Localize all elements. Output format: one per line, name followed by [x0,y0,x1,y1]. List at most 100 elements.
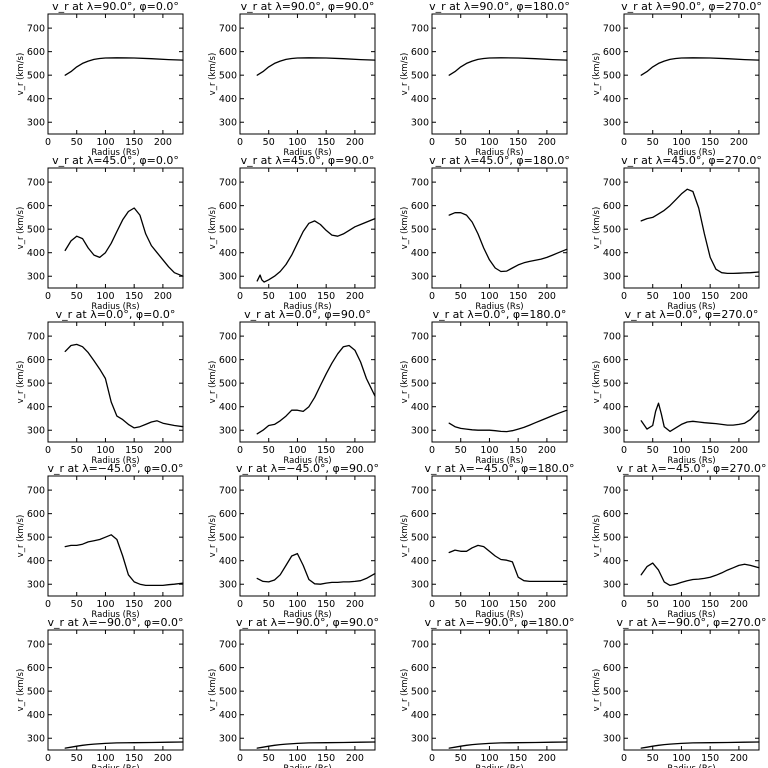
x-tick-label: 0 [429,753,435,764]
y-tick-label: 600 [603,509,621,520]
y-tick-label: 700 [411,640,429,651]
panel-grid: v_r at λ=90.0°, φ=0.0° 0 50 100 150 200 300 400… [16,0,766,768]
panel-title: v_r at λ=90.0°, φ=270.0° [621,0,762,13]
y-axis-label: v_r (km/s) [400,669,410,712]
y-tick-label: 600 [603,663,621,674]
x-tick-label: 50 [71,445,83,456]
data-series-line [256,57,376,76]
x-tick-label: 200 [538,291,556,302]
x-tick-label: 0 [621,137,627,148]
x-axis-label: Radius (Rs) [475,610,523,620]
y-tick-label: 600 [219,47,237,58]
chart-panel: v_r at λ=−45.0°, φ=180.0° 0 50 100 150 200 300… [400,462,574,620]
y-tick-label: 300 [27,580,45,591]
y-tick-label: 700 [411,486,429,497]
y-tick-label: 500 [219,533,237,544]
x-tick-label: 200 [346,445,364,456]
x-axis-label: Radius (Rs) [283,610,331,620]
x-tick-label: 50 [263,599,275,610]
y-tick-label: 400 [603,248,621,259]
y-tick-label: 500 [27,71,45,82]
y-tick-label: 700 [27,24,45,35]
y-axis-label: v_r (km/s) [208,515,218,558]
x-tick-label: 0 [429,137,435,148]
y-axis-label: v_r (km/s) [208,53,218,96]
y-tick-label: 600 [27,47,45,58]
panel-title: v_r at λ=−45.0°, φ=180.0° [425,462,575,475]
data-series-line [448,741,568,749]
panel-title: v_r at λ=45.0°, φ=0.0° [52,154,179,167]
x-tick-label: 0 [45,599,51,610]
y-tick-label: 600 [219,355,237,366]
y-axis-label: v_r (km/s) [16,361,26,404]
x-tick-label: 50 [455,445,467,456]
plot-frame [623,167,760,289]
panel-title: v_r at λ=45.0°, φ=90.0° [241,154,375,167]
x-tick-label: 200 [154,137,172,148]
x-axis-label: Radius (Rs) [667,302,715,312]
y-tick-label: 400 [411,556,429,567]
x-tick-label: 50 [647,291,659,302]
data-series-line [448,212,568,273]
x-tick-label: 200 [346,291,364,302]
x-tick-label: 150 [509,291,527,302]
x-axis-label: Radius (Rs) [475,302,523,312]
x-axis-label: Radius (Rs) [667,148,715,158]
x-tick-label: 0 [45,753,51,764]
chart-panel: v_r at λ=−45.0°, φ=0.0° 0 50 100 150 200 300 40… [16,462,184,620]
chart-panel: v_r at λ=0.0°, φ=180.0° 0 50 100 150 200 300 40… [400,308,568,466]
y-tick-label: 500 [603,71,621,82]
panel-title: v_r at λ=−90.0°, φ=0.0° [48,616,184,629]
data-series-line [640,562,760,587]
y-tick-label: 300 [27,734,45,745]
x-tick-label: 0 [621,445,627,456]
y-tick-label: 700 [219,24,237,35]
y-axis-label: v_r (km/s) [592,361,602,404]
y-axis-label: v_r (km/s) [592,669,602,712]
x-tick-label: 150 [701,291,719,302]
x-tick-label: 50 [263,753,275,764]
y-tick-label: 300 [603,580,621,591]
x-tick-label: 100 [480,445,498,456]
chart-panel: v_r at λ=45.0°, φ=0.0° 0 50 100 150 200 300 400… [16,154,184,312]
plot-frame [239,13,376,135]
y-axis-label: v_r (km/s) [400,361,410,404]
y-tick-label: 400 [219,248,237,259]
y-tick-label: 400 [603,556,621,567]
panel-title: v_r at λ=90.0°, φ=180.0° [429,0,570,13]
chart-panel: v_r at λ=45.0°, φ=90.0° 0 50 100 150 200 300 40… [208,154,376,312]
plot-frame [623,629,760,751]
y-tick-label: 400 [411,402,429,413]
x-axis-label: Radius (Rs) [667,456,715,466]
y-tick-label: 600 [411,663,429,674]
y-tick-label: 500 [411,225,429,236]
y-tick-label: 500 [411,687,429,698]
x-tick-label: 200 [538,445,556,456]
y-tick-label: 600 [411,201,429,212]
y-tick-label: 300 [27,272,45,283]
data-series-line [448,544,568,583]
y-tick-label: 400 [27,248,45,259]
y-tick-label: 500 [603,379,621,390]
x-tick-label: 200 [346,137,364,148]
y-tick-label: 300 [219,426,237,437]
x-tick-label: 0 [621,753,627,764]
y-tick-label: 600 [27,355,45,366]
x-tick-label: 150 [125,445,143,456]
x-tick-label: 100 [672,137,690,148]
y-tick-label: 700 [27,332,45,343]
y-tick-label: 400 [411,710,429,721]
y-tick-label: 400 [219,710,237,721]
y-tick-label: 300 [603,272,621,283]
y-tick-label: 400 [27,402,45,413]
y-tick-label: 700 [603,486,621,497]
data-series-line [256,741,376,749]
data-series-line [640,188,760,275]
y-tick-label: 400 [603,94,621,105]
y-tick-label: 300 [27,426,45,437]
x-tick-label: 100 [96,291,114,302]
plot-frame [431,321,568,443]
y-tick-label: 300 [603,118,621,129]
x-axis-label: Radius (Rs) [667,610,715,620]
